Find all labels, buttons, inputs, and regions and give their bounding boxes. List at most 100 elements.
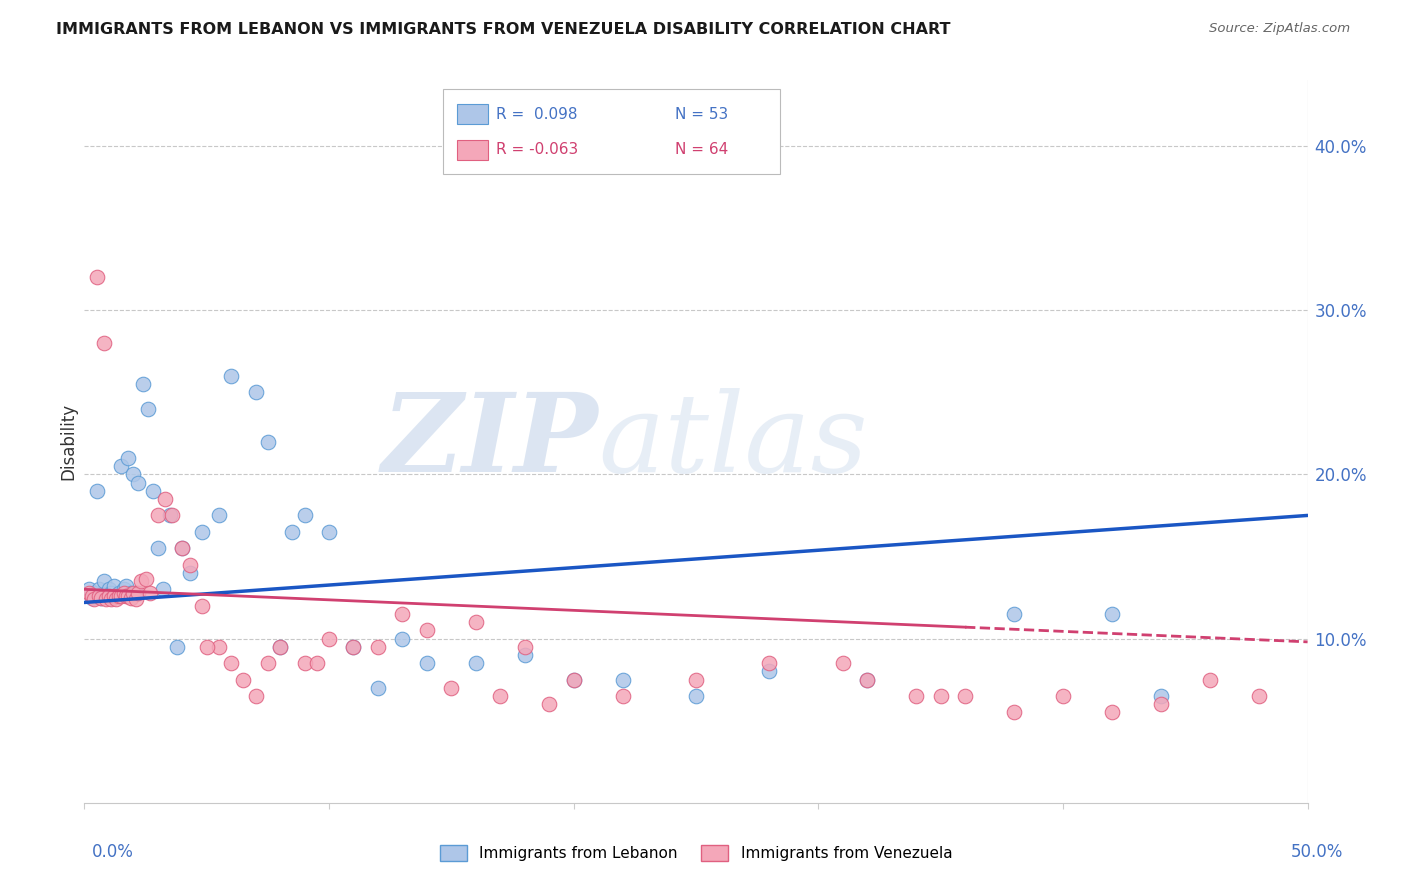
Point bbox=[281, 524, 304, 539]
Point bbox=[1150, 698, 1173, 712]
Point bbox=[117, 589, 139, 603]
Point bbox=[110, 589, 132, 603]
Point bbox=[1247, 689, 1270, 703]
Point bbox=[219, 368, 242, 383]
Point bbox=[513, 648, 536, 662]
Legend: Immigrants from Lebanon, Immigrants from Venezuela: Immigrants from Lebanon, Immigrants from… bbox=[433, 839, 959, 867]
Point bbox=[112, 582, 135, 597]
Point bbox=[103, 589, 125, 603]
Point bbox=[269, 640, 291, 654]
Point bbox=[929, 689, 952, 703]
Point bbox=[96, 587, 118, 601]
Point bbox=[80, 589, 103, 603]
Point bbox=[953, 689, 976, 703]
Point bbox=[120, 585, 142, 599]
Point bbox=[905, 689, 928, 703]
Point bbox=[208, 508, 231, 523]
Point bbox=[416, 657, 439, 671]
Text: atlas: atlas bbox=[598, 388, 868, 495]
Point bbox=[107, 585, 129, 599]
Point bbox=[685, 689, 707, 703]
Point bbox=[83, 592, 105, 607]
Point bbox=[179, 566, 201, 580]
Point bbox=[115, 589, 138, 603]
Point bbox=[440, 681, 463, 695]
Point bbox=[136, 401, 159, 416]
Point bbox=[1150, 689, 1173, 703]
Point bbox=[97, 582, 120, 597]
Point bbox=[257, 434, 280, 449]
Point bbox=[132, 377, 155, 392]
Point bbox=[305, 657, 328, 671]
Point bbox=[464, 615, 486, 630]
Point bbox=[1198, 673, 1220, 687]
Point bbox=[142, 483, 165, 498]
Point bbox=[416, 624, 439, 638]
Point bbox=[245, 689, 267, 703]
Point bbox=[77, 585, 100, 599]
Point bbox=[135, 573, 157, 587]
Point bbox=[125, 585, 148, 599]
Point bbox=[110, 459, 132, 474]
Point bbox=[562, 673, 585, 687]
Point bbox=[831, 657, 853, 671]
Point bbox=[489, 689, 512, 703]
Point bbox=[162, 508, 184, 523]
Point bbox=[208, 640, 231, 654]
Point bbox=[367, 681, 389, 695]
Point bbox=[513, 640, 536, 654]
Point bbox=[538, 698, 561, 712]
Point bbox=[115, 579, 138, 593]
Point bbox=[318, 632, 340, 646]
Point bbox=[758, 657, 780, 671]
Point bbox=[103, 579, 125, 593]
Point bbox=[139, 585, 162, 599]
Point bbox=[1002, 706, 1025, 720]
Point bbox=[391, 607, 413, 621]
Point bbox=[172, 541, 194, 556]
Point bbox=[612, 689, 634, 703]
Point bbox=[257, 657, 280, 671]
Point bbox=[90, 591, 112, 605]
Point bbox=[127, 585, 149, 599]
Text: N = 53: N = 53 bbox=[675, 107, 728, 121]
Point bbox=[86, 483, 108, 498]
Text: ZIP: ZIP bbox=[381, 388, 598, 495]
Point bbox=[758, 665, 780, 679]
Point bbox=[100, 585, 122, 599]
Point bbox=[318, 524, 340, 539]
Text: R =  0.098: R = 0.098 bbox=[496, 107, 578, 121]
Point bbox=[219, 657, 242, 671]
Text: IMMIGRANTS FROM LEBANON VS IMMIGRANTS FROM VENEZUELA DISABILITY CORRELATION CHAR: IMMIGRANTS FROM LEBANON VS IMMIGRANTS FR… bbox=[56, 22, 950, 37]
Point bbox=[93, 336, 115, 351]
Point bbox=[191, 524, 214, 539]
Point bbox=[93, 574, 115, 588]
Point bbox=[127, 475, 149, 490]
Text: 0.0%: 0.0% bbox=[91, 843, 134, 861]
Point bbox=[342, 640, 364, 654]
Point bbox=[179, 558, 201, 572]
Point bbox=[612, 673, 634, 687]
Point bbox=[172, 541, 194, 556]
Point bbox=[191, 599, 214, 613]
Point bbox=[195, 640, 218, 654]
Point bbox=[245, 385, 267, 400]
Point bbox=[294, 508, 316, 523]
Point bbox=[90, 591, 112, 605]
Point bbox=[125, 592, 148, 607]
Point bbox=[86, 270, 108, 285]
Point bbox=[232, 673, 254, 687]
Text: N = 64: N = 64 bbox=[675, 143, 728, 157]
Y-axis label: Disability: Disability bbox=[59, 403, 77, 480]
Text: 50.0%: 50.0% bbox=[1291, 843, 1343, 861]
Point bbox=[153, 491, 176, 506]
Point bbox=[117, 450, 139, 465]
Point bbox=[856, 673, 879, 687]
Point bbox=[77, 582, 100, 597]
Point bbox=[105, 592, 128, 607]
Point bbox=[146, 541, 169, 556]
Point bbox=[1101, 607, 1123, 621]
Point bbox=[294, 657, 316, 671]
Point bbox=[152, 582, 174, 597]
Point bbox=[122, 585, 145, 599]
